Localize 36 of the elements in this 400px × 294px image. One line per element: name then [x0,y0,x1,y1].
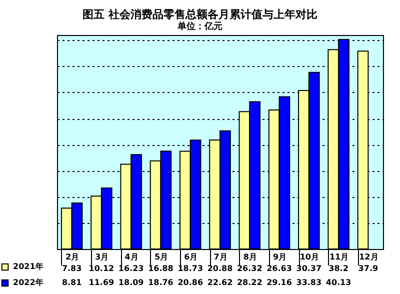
data-label: 40.13 [326,278,352,287]
data-label: 8.81 [62,278,82,287]
data-label: 16.23 [118,264,144,273]
data-label: 18.73 [178,264,204,273]
data-label: 29.16 [266,278,292,287]
data-label: 26.32 [236,264,262,273]
legend-label: 2022年 [13,278,44,287]
data-label: 22.62 [207,278,233,287]
chart-title: 图五 社会消费品零售总额各月累计值与上年对比 [82,8,318,21]
data-label: 20.88 [207,264,234,273]
chart-subtitle: 单位：亿元 [176,21,222,32]
data-label: 10.12 [88,264,114,273]
x-tick-label: 12月 [359,252,378,262]
data-label: 20.86 [178,278,204,287]
legend-label: 2021年 [13,262,44,271]
data-label: 18.76 [148,278,174,287]
x-tick-label: 2月 [66,252,80,262]
x-tick-label: 10月 [300,252,319,262]
data-label: 38.2 [328,264,348,273]
data-label: 7.83 [62,264,82,273]
data-label: 18.09 [118,278,144,287]
data-label: 30.37 [296,264,322,273]
x-tick-label: 6月 [184,252,198,262]
data-label: 37.9 [358,264,378,273]
data-label: 26.63 [266,264,292,273]
x-tick-label: 5月 [154,252,168,262]
data-label: 28.22 [236,278,262,287]
x-tick-label: 8月 [243,252,257,262]
data-label: 11.69 [88,278,115,287]
x-tick-label: 11月 [329,252,349,262]
data-label: 33.83 [296,278,322,287]
x-tick-label: 4月 [124,252,138,262]
x-tick-label: 7月 [214,252,228,262]
x-tick-label: 9月 [272,252,287,262]
data-label: 16.88 [148,264,174,273]
x-tick-label: 3月 [95,252,109,262]
